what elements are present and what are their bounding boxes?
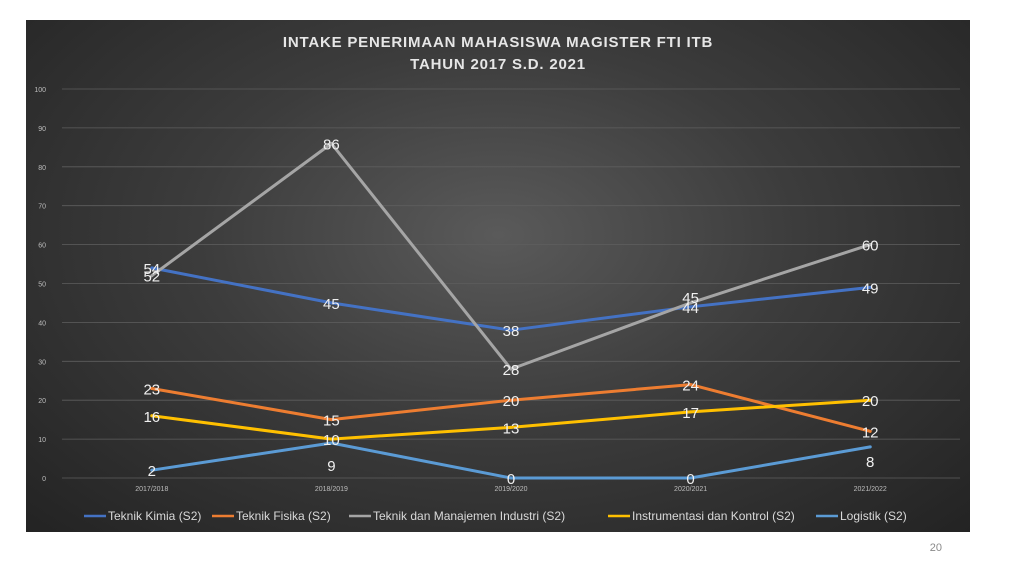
y-tick-label: 60 (38, 243, 46, 250)
data-label: 28 (503, 362, 520, 379)
data-label: 15 (323, 413, 340, 430)
x-tick-label: 2017/2018 (135, 486, 168, 493)
data-label: 20 (503, 393, 520, 410)
data-label: 54 (143, 261, 160, 278)
y-tick-label: 80 (38, 165, 46, 172)
data-point (150, 414, 154, 418)
data-label: 45 (323, 296, 340, 313)
data-point (689, 476, 693, 480)
data-point (329, 301, 333, 305)
data-point (868, 285, 872, 289)
data-point (150, 468, 154, 472)
data-label: 24 (682, 378, 699, 395)
data-point (689, 383, 693, 387)
x-tick-label: 2021/2022 (854, 486, 887, 493)
data-point (329, 141, 333, 145)
legend: Teknik Kimia (S2) Teknik Fisika (S2) Tekni… (84, 509, 907, 523)
data-point (689, 301, 693, 305)
data-point (509, 425, 513, 429)
data-point (509, 398, 513, 402)
data-label: 2 (148, 463, 156, 480)
data-point (868, 445, 872, 449)
data-point (329, 437, 333, 441)
chart-title-line: INTAKE PENERIMAAN MAHASISWA MAGISTER FTI… (283, 34, 713, 51)
y-tick-label: 50 (38, 282, 46, 289)
x-tick-label: 2018/2019 (315, 486, 348, 493)
data-label: 49 (862, 280, 879, 297)
data-label: 23 (143, 382, 160, 399)
data-point (509, 328, 513, 332)
line-chart: INTAKE PENERIMAAN MAHASISWA MAGISTER FTI… (34, 34, 960, 523)
x-tick-label: 2019/2020 (494, 486, 527, 493)
y-tick-label: 40 (38, 320, 46, 327)
data-label: 9 (327, 458, 335, 475)
data-point (689, 305, 693, 309)
data-point (868, 243, 872, 247)
data-point (150, 387, 154, 391)
legend-label: Teknik Kimia (S2) (108, 509, 201, 523)
data-label: 0 (507, 471, 515, 488)
data-label: 52 (143, 269, 160, 286)
data-labels: 5445384449231520241252862845601610131720… (143, 136, 878, 488)
legend-label: Teknik dan Manajemen Industri (S2) (373, 509, 565, 523)
data-label: 60 (862, 238, 879, 255)
page-number: 20 (929, 542, 942, 554)
data-label: 16 (143, 409, 160, 426)
data-point (868, 429, 872, 433)
y-tick-label: 30 (38, 359, 46, 366)
data-point (509, 367, 513, 371)
y-tick-label: 0 (42, 476, 46, 483)
series-line (150, 266, 872, 332)
data-label: 8 (866, 454, 874, 471)
data-label: 17 (682, 405, 699, 422)
data-point (868, 398, 872, 402)
y-tick-label: 70 (38, 204, 46, 211)
legend-label: Instrumentasi dan Kontrol (S2) (632, 509, 795, 523)
data-label: 44 (682, 300, 699, 317)
data-point (509, 476, 513, 480)
y-tick-label: 100 (34, 87, 46, 94)
y-axis-ticks: 0 10 20 30 40 50 60 70 80 90 100 (34, 87, 46, 483)
data-label: 20 (862, 393, 879, 410)
data-point (329, 418, 333, 422)
chart-panel: INTAKE PENERIMAAN MAHASISWA MAGISTER FTI… (26, 20, 970, 532)
data-point (689, 410, 693, 414)
data-label: 13 (503, 420, 520, 437)
y-tick-label: 20 (38, 398, 46, 405)
y-tick-label: 90 (38, 126, 46, 133)
data-point (150, 274, 154, 278)
legend-label: Logistik (S2) (840, 509, 907, 523)
data-label: 10 (323, 432, 340, 449)
data-point (329, 441, 333, 445)
data-point (150, 266, 154, 270)
series-lines (150, 141, 872, 480)
chart-title: INTAKE PENERIMAAN MAHASISWA MAGISTER FTI… (283, 34, 713, 73)
data-label: 38 (503, 323, 520, 340)
legend-label: Teknik Fisika (S2) (236, 509, 331, 523)
y-tick-label: 10 (38, 437, 46, 444)
x-tick-label: 2020/2021 (674, 486, 707, 493)
data-label: 0 (686, 471, 694, 488)
x-axis-ticks: 2017/2018 2018/2019 2019/2020 2020/2021 2021… (135, 486, 887, 493)
chart-title-line: TAHUN 2017 S.D. 2021 (410, 56, 586, 73)
data-label: 45 (682, 290, 699, 307)
data-label: 86 (323, 136, 340, 153)
data-label: 12 (862, 424, 879, 441)
